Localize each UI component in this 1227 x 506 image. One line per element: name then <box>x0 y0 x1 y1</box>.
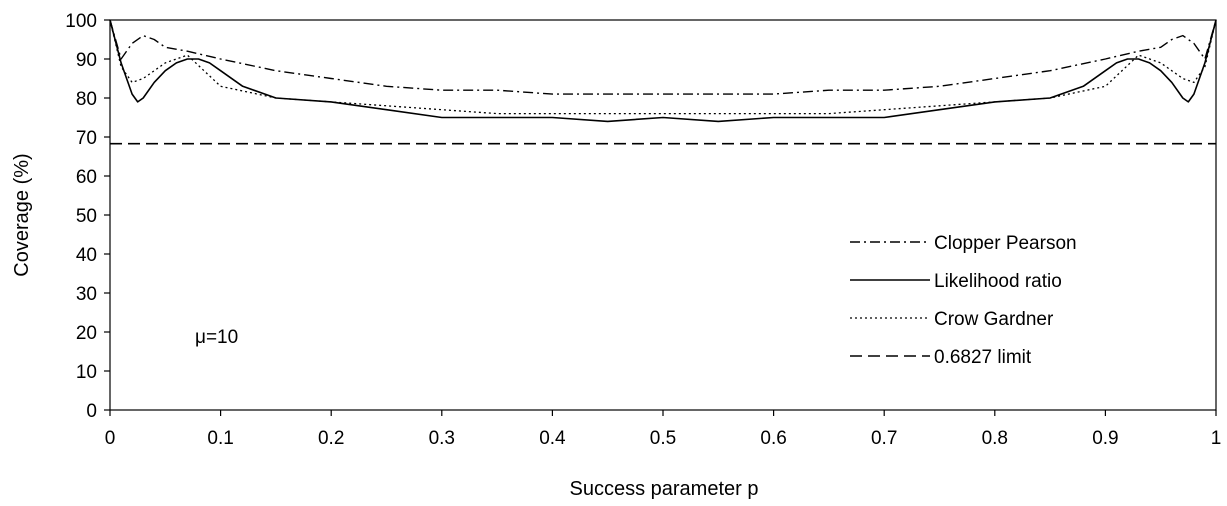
series-layer <box>109 19 1217 145</box>
y-tick-label: 70 <box>76 128 97 149</box>
y-axis-title: Coverage (%) <box>11 153 33 276</box>
y-tick-label: 40 <box>76 245 97 266</box>
y-tick-label: 30 <box>76 284 97 305</box>
series-line-clopper-pearson <box>109 19 1217 95</box>
x-tick-label: 0.6 <box>760 428 786 449</box>
plot-frame <box>109 19 1217 411</box>
y-tick-label: 90 <box>76 50 97 71</box>
y-tick-label: 20 <box>76 323 97 344</box>
legend-label-likelihood-ratio: Likelihood ratio <box>934 271 1062 292</box>
y-tick-label: 100 <box>65 11 97 32</box>
x-tick-label: 1 <box>1211 428 1222 449</box>
y-tick-label: 0 <box>86 401 97 422</box>
y-tick-label: 50 <box>76 206 97 227</box>
y-tick-label: 10 <box>76 362 97 383</box>
legend-label-clopper-pearson: Clopper Pearson <box>934 233 1077 254</box>
legend: Clopper Pearson Likelihood ratio Crow Gard… <box>850 233 1077 368</box>
x-tick-label: 0.4 <box>539 428 566 449</box>
x-tick-label: 0.5 <box>650 428 676 449</box>
x-tick-label: 0.3 <box>429 428 455 449</box>
series-line-likelihood-ratio <box>109 19 1217 123</box>
series-line-crow-gardner <box>109 19 1217 115</box>
x-axis-title: Success parameter p <box>570 478 759 500</box>
legend-label-crow-gardner: Crow Gardner <box>934 309 1054 330</box>
x-tick-label: 0.1 <box>207 428 233 449</box>
mu-annotation: μ=10 <box>195 327 238 348</box>
x-tick-label: 0.8 <box>982 428 1008 449</box>
y-tick-label: 80 <box>76 89 97 110</box>
x-tick-label: 0.2 <box>318 428 344 449</box>
y-tick-label: 60 <box>76 167 97 188</box>
x-tick-label: 0.7 <box>871 428 897 449</box>
x-tick-label: 0.9 <box>1092 428 1118 449</box>
axes: 0 0.1 0.2 0.3 0.4 0.5 0.6 0.7 0.8 0.9 101020304050… <box>65 11 1221 449</box>
legend-label-0-6827-limit: 0.6827 limit <box>934 347 1032 368</box>
x-tick-label: 0 <box>105 428 116 449</box>
